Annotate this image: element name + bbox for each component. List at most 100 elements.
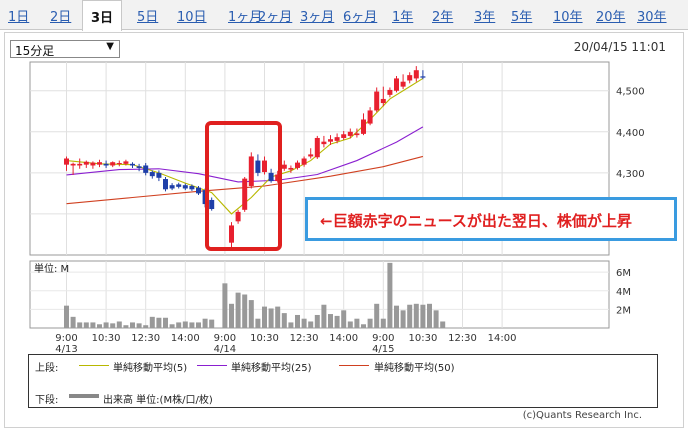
volume-bar: [176, 322, 182, 328]
candle-up: [387, 89, 393, 95]
volume-bar: [275, 306, 281, 328]
volume-bar: [433, 310, 439, 328]
tab-3[interactable]: 5日: [137, 10, 159, 25]
candle-up: [328, 139, 333, 142]
x-tick-label: 10:30: [92, 333, 121, 344]
candle-up: [308, 154, 314, 157]
candle-up: [70, 163, 76, 166]
candle-up: [321, 141, 327, 145]
candle-up: [97, 162, 102, 165]
y-tick-label: 4,300: [616, 169, 645, 180]
tab-13[interactable]: 10年: [553, 10, 583, 25]
chart-datetime: 20/04/15 11:01: [573, 40, 666, 54]
volume-bar: [361, 324, 366, 328]
candle-down: [189, 186, 195, 190]
candle-up: [361, 119, 366, 134]
y-tick-label: 4,400: [616, 128, 645, 139]
volume-bar: [328, 314, 333, 328]
candle-up: [123, 161, 129, 164]
volume-bar: [97, 324, 102, 328]
volume-bar: [163, 317, 168, 328]
volume-bar: [143, 325, 149, 328]
volume-bar: [440, 321, 446, 328]
chevron-down-icon: ▼: [106, 41, 114, 52]
volume-bar: [374, 303, 380, 328]
volume-bar: [242, 294, 248, 328]
volume-bar: [380, 318, 386, 328]
interval-select[interactable]: 15分足 ▼: [10, 40, 120, 58]
tab-8[interactable]: 6ヶ月: [343, 10, 378, 25]
candle-up: [407, 75, 413, 81]
tab-14[interactable]: 20年: [596, 10, 626, 25]
tab-0[interactable]: 1日: [8, 10, 30, 25]
candle-up: [90, 162, 96, 166]
tab-11[interactable]: 3年: [474, 10, 496, 25]
x-tick-label: 14:00: [171, 333, 200, 344]
candle-down: [420, 76, 426, 78]
candle-up: [248, 156, 254, 187]
candle-down: [196, 187, 201, 194]
tab-4[interactable]: 10日: [177, 10, 207, 25]
volume-bar: [255, 318, 261, 328]
candle-down: [103, 163, 109, 166]
tab-12[interactable]: 5年: [511, 10, 533, 25]
chart-legend: 上段: 単純移動平均(5) 単純移動平均(25) 単純移動平均(50) 下段: …: [28, 354, 658, 408]
tab-5[interactable]: 1ヶ月: [228, 10, 263, 25]
volume-bar: [116, 321, 122, 328]
tab-15[interactable]: 30年: [637, 10, 667, 25]
ma50-line: [66, 155, 424, 205]
candle-up: [354, 133, 360, 136]
volume-bar: [295, 314, 300, 328]
volume-tick-label: 6M: [616, 268, 631, 279]
legend-ma50: 単純移動平均(50): [374, 363, 455, 374]
candle-down: [182, 185, 188, 189]
x-tick-label: 9:00: [55, 333, 77, 344]
candle-down: [176, 184, 182, 187]
period-tab-bar: 1日 2日 3日 5日 10日 1ヶ月 2ヶ月 3ヶ月 6ヶ月 1年 2年 3年 5年 10年 20年 30年: [0, 0, 688, 31]
volume-bar: [70, 316, 76, 328]
credit-text: (c)Quants Research Inc.: [522, 410, 642, 421]
candle-up: [116, 163, 122, 165]
date-label: 4/14: [214, 344, 236, 355]
candle-up: [262, 160, 267, 173]
volume-bar: [387, 262, 393, 328]
candle-down: [209, 199, 215, 210]
candle-down: [163, 179, 168, 190]
volume-bar: [413, 303, 419, 328]
legend-upper-label: 上段:: [35, 363, 59, 374]
volume-bar: [341, 310, 347, 328]
volume-bar: [367, 318, 373, 328]
volume-bar: [427, 303, 432, 328]
candle-down: [136, 166, 142, 168]
legend-volume-swatch: [69, 394, 99, 398]
tab-7[interactable]: 3ヶ月: [300, 10, 335, 25]
candle-down: [149, 172, 155, 177]
legend-lower-label: 下段:: [35, 395, 59, 406]
volume-bar: [235, 292, 241, 328]
candle-up: [275, 174, 281, 182]
candle-down: [143, 165, 149, 173]
legend-ma50-swatch: [339, 365, 369, 366]
volume-tick-label: 4M: [616, 287, 631, 298]
candle-up: [334, 137, 340, 141]
volume-bar: [130, 322, 135, 328]
tab-1[interactable]: 2日: [50, 10, 72, 25]
candle-up: [413, 70, 419, 79]
tab-6[interactable]: 2ヶ月: [258, 10, 293, 25]
volume-bar: [314, 314, 320, 328]
candle-down: [169, 185, 175, 189]
candle-up: [301, 158, 307, 165]
volume-bar: [347, 321, 353, 328]
date-label: 4/13: [55, 344, 77, 355]
tab-9[interactable]: 1年: [392, 10, 414, 25]
volume-bar: [103, 322, 109, 328]
tab-10[interactable]: 2年: [432, 10, 454, 25]
legend-ma5-swatch: [79, 365, 109, 366]
candle-up: [380, 98, 386, 104]
volume-bar: [83, 322, 89, 328]
volume-bar: [354, 318, 360, 328]
candle-up: [347, 131, 353, 136]
candle-up: [367, 110, 373, 124]
volume-bar: [110, 323, 116, 328]
tab-2[interactable]: 3日: [82, 0, 123, 31]
